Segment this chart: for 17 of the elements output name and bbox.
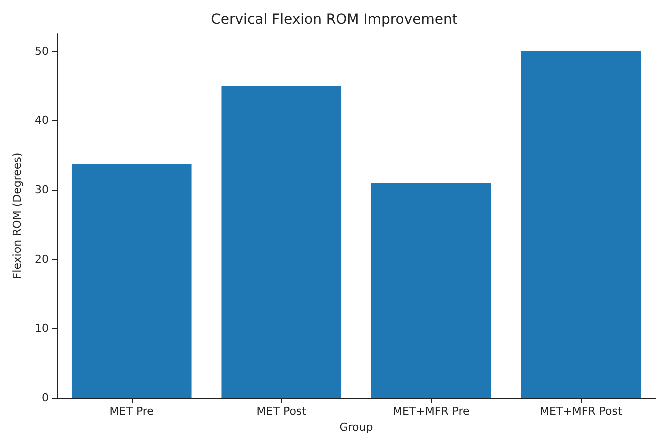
y-axis-title: Flexion ROM (Degrees) — [11, 152, 24, 280]
x-tick-label: MET+MFR Pre — [392, 405, 470, 418]
bar — [371, 183, 492, 398]
x-tick-label: MET Pre — [110, 405, 154, 418]
y-tick-label: 40 — [35, 114, 49, 128]
y-tick-label: 30 — [35, 184, 49, 196]
bar — [222, 86, 342, 398]
bar — [72, 164, 192, 398]
y-tick-label: 50 — [35, 44, 49, 58]
y-tick-label: 0 — [42, 392, 49, 404]
x-tick-label: MET+MFR Post — [540, 405, 623, 418]
x-axis-title: Group — [340, 420, 374, 434]
bar — [521, 51, 642, 398]
x-tick-label: MET Post — [256, 405, 308, 418]
y-tick-label: 10 — [35, 322, 49, 336]
chart-title: Cervical Flexion ROM Improvement — [211, 12, 458, 28]
y-tick-label: 20 — [35, 252, 49, 266]
